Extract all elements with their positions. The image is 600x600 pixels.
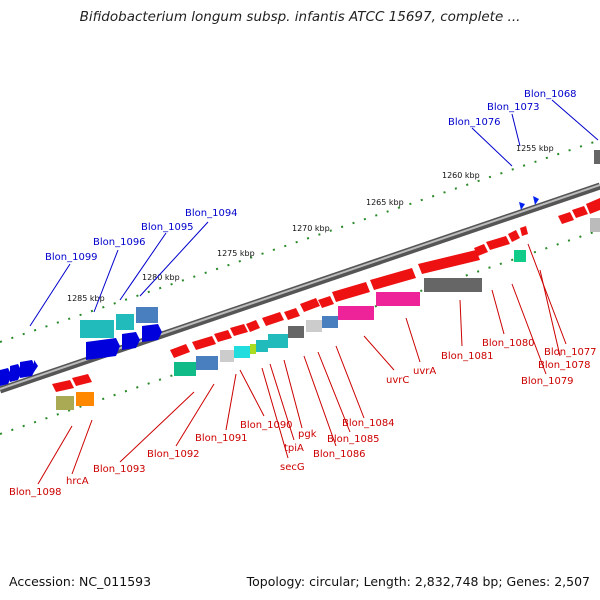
gene-arrow[interactable] — [20, 360, 36, 378]
genome-summary-text: Topology: circular; Length: 2,832,748 bp… — [246, 574, 590, 589]
gene-block[interactable] — [306, 320, 322, 332]
gene-label[interactable]: uvrA — [413, 366, 436, 377]
scale-track-upper — [0, 139, 600, 343]
genome-title: Bifidobacterium longum subsp. infantis A… — [79, 9, 521, 25]
reverse-callouts — [37, 243, 567, 485]
scale-tick-label: 1280 kbp — [142, 273, 180, 282]
gene-label[interactable]: Blon_1099 — [45, 252, 98, 263]
gene-arrow[interactable] — [572, 206, 588, 218]
gene-label[interactable]: Blon_1079 — [521, 376, 574, 387]
gene-arrow[interactable] — [520, 226, 528, 236]
gene-arrow[interactable] — [52, 380, 74, 392]
gene-arrow[interactable] — [170, 344, 190, 358]
gene-label[interactable]: Blon_1077 — [544, 347, 597, 358]
gene-label[interactable]: Blon_1085 — [327, 434, 380, 445]
gene-label[interactable]: Blon_1098 — [9, 487, 62, 498]
gene-arrow[interactable] — [246, 320, 260, 332]
gene-arrow[interactable] — [318, 296, 334, 308]
gene-label[interactable]: uvrC — [386, 375, 409, 386]
gene-arrow[interactable] — [10, 364, 22, 382]
gene-arrow[interactable] — [474, 244, 488, 256]
gene-arrow[interactable] — [34, 360, 38, 372]
gene-arrow[interactable] — [418, 250, 480, 274]
gene-arrow[interactable] — [519, 202, 525, 210]
forward-genes — [0, 150, 600, 386]
scale-tick-label: 1255 kbp — [516, 144, 554, 153]
gene-arrow[interactable] — [558, 212, 574, 224]
gene-block[interactable] — [256, 340, 268, 352]
gene-label[interactable]: Blon_1086 — [313, 449, 366, 460]
gene-label[interactable]: Blon_1094 — [185, 208, 238, 219]
scale-tick-label: 1265 kbp — [366, 198, 404, 207]
gene-label[interactable]: Blon_1090 — [240, 420, 293, 431]
gene-arrow[interactable] — [214, 330, 232, 342]
gene-label[interactable]: Blon_1084 — [342, 418, 395, 429]
gene-label[interactable]: Blon_1076 — [448, 117, 501, 128]
gene-label[interactable]: Blon_1095 — [141, 222, 194, 233]
gene-block[interactable] — [376, 292, 420, 306]
gene-label[interactable]: Blon_1081 — [441, 351, 494, 362]
gene-arrow[interactable] — [533, 196, 539, 205]
gene-arrow[interactable] — [122, 332, 140, 350]
gene-block[interactable] — [116, 314, 134, 330]
accession-text: Accession: NC_011593 — [9, 574, 152, 589]
scale-tick-label: 1270 kbp — [292, 224, 330, 233]
gene-label[interactable]: Blon_1091 — [195, 433, 248, 444]
gene-block[interactable] — [514, 250, 526, 262]
gene-label[interactable]: Blon_1078 — [538, 360, 591, 371]
forward-callouts — [29, 99, 599, 327]
gene-label[interactable]: tpiA — [284, 443, 304, 454]
gene-label[interactable]: Blon_1080 — [482, 338, 535, 349]
gene-block[interactable] — [322, 316, 338, 328]
gene-label[interactable]: Blon_1092 — [147, 449, 200, 460]
gene-block[interactable] — [590, 218, 600, 232]
gene-arrow[interactable] — [0, 368, 12, 386]
gene-arrow[interactable] — [230, 324, 248, 336]
gene-block[interactable] — [268, 334, 288, 348]
scale-track-lower — [0, 229, 600, 435]
gene-label[interactable]: pgk — [298, 429, 317, 440]
gene-arrow[interactable] — [370, 268, 416, 290]
gene-block[interactable] — [220, 350, 234, 362]
gene-arrow[interactable] — [262, 312, 284, 326]
gene-arrow[interactable] — [486, 236, 510, 250]
gene-arrow[interactable] — [72, 374, 92, 386]
gene-block[interactable] — [234, 346, 250, 358]
gene-block[interactable] — [136, 307, 158, 323]
gene-arrow[interactable] — [142, 324, 162, 342]
gene-block[interactable] — [594, 150, 600, 164]
gene-label[interactable]: hrcA — [66, 476, 89, 487]
gene-arrow[interactable] — [332, 282, 370, 302]
gene-block[interactable] — [76, 392, 94, 406]
gene-block[interactable] — [174, 362, 196, 376]
gene-block[interactable] — [80, 320, 114, 338]
gene-label[interactable]: Blon_1096 — [93, 237, 146, 248]
gene-arrow[interactable] — [192, 336, 216, 350]
gene-label[interactable]: secG — [280, 462, 305, 473]
gene-block[interactable] — [288, 326, 304, 338]
gene-block[interactable] — [250, 344, 256, 354]
scale-tick-label: 1285 kbp — [67, 294, 105, 303]
scale-tick-label: 1275 kbp — [217, 249, 255, 258]
gene-arrow[interactable] — [586, 198, 600, 214]
gene-label[interactable]: Blon_1093 — [93, 464, 146, 475]
gene-arrow[interactable] — [300, 298, 320, 312]
reverse-genes — [52, 198, 600, 410]
gene-block[interactable] — [56, 396, 74, 410]
gene-block[interactable] — [338, 306, 374, 320]
gene-arrow[interactable] — [86, 338, 120, 360]
gene-block[interactable] — [424, 278, 482, 292]
scale-tick-label: 1260 kbp — [442, 171, 480, 180]
gene-arrow[interactable] — [284, 308, 300, 320]
gene-label[interactable]: Blon_1068 — [524, 89, 577, 100]
gene-block[interactable] — [196, 356, 218, 370]
gene-label[interactable]: Blon_1073 — [487, 102, 540, 113]
gene-arrow[interactable] — [508, 230, 520, 242]
